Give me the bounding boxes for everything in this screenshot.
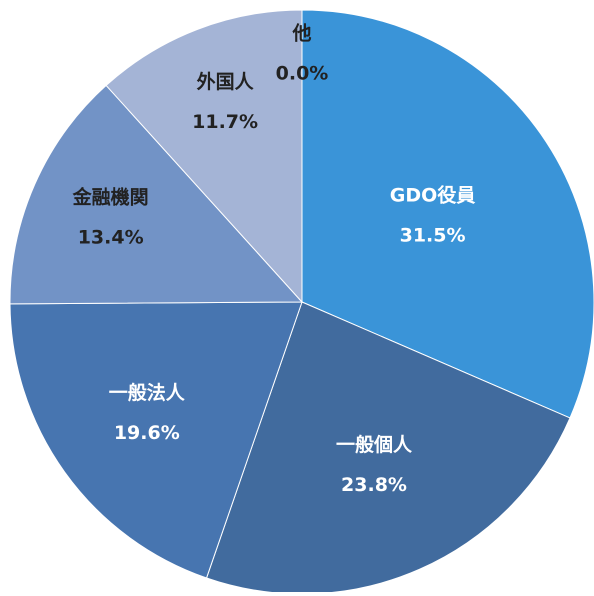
slice-label: 他: [291, 21, 311, 44]
pie-slice: [9, 301, 303, 579]
pie-slice: [105, 9, 303, 304]
slice-value-label: 13.4%: [78, 226, 144, 248]
slice-value-label: 11.7%: [192, 111, 258, 133]
slice-value-label: 23.8%: [341, 474, 407, 496]
pie-slice: [205, 301, 571, 595]
pie-slice: [301, 9, 594, 419]
slice-label: 外国人: [197, 70, 255, 93]
slice-value-label: 0.0%: [276, 62, 329, 84]
slice-label: 一般個人: [336, 433, 413, 456]
slice-label: 一般法人: [109, 381, 186, 404]
slice-value-label: 19.6%: [114, 422, 180, 444]
slice-value-label: 31.5%: [400, 225, 466, 247]
pie-slice: [9, 84, 304, 305]
slice-label: GDO役員: [390, 184, 476, 207]
slice-label: 金融機関: [72, 185, 149, 208]
